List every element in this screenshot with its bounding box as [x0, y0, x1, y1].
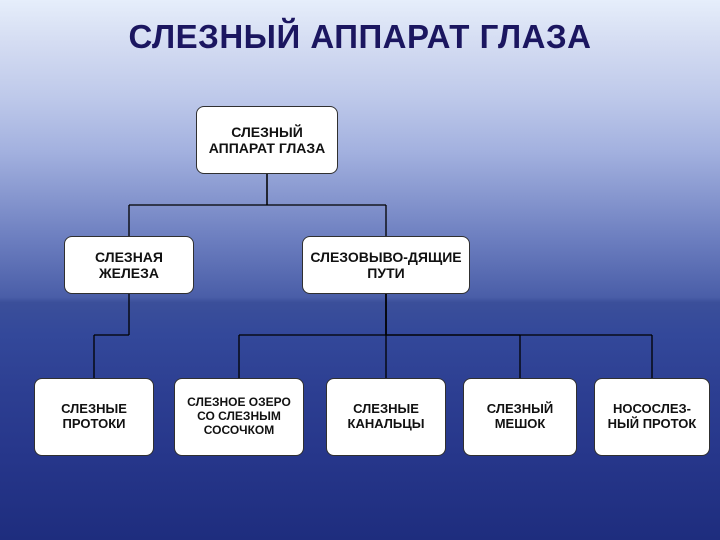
node-canals-label: СЛЕЗНЫЕ КАНАЛЬЦЫ	[331, 402, 441, 432]
node-naso: НОСОСЛЕЗ-НЫЙ ПРОТОК	[594, 378, 710, 456]
stage: СЛЕЗНЫЙ АППАРАТ ГЛАЗА СЛЕЗНЫЙ АППАРАТ ГЛ…	[0, 0, 720, 540]
node-lake-label: СЛЕЗНОЕ ОЗЕРО СО СЛЕЗНЫМ СОСОЧКОМ	[179, 396, 299, 437]
node-canals: СЛЕЗНЫЕ КАНАЛЬЦЫ	[326, 378, 446, 456]
node-ducts-label: СЛЕЗНЫЕ ПРОТОКИ	[39, 402, 149, 432]
node-naso-label: НОСОСЛЕЗ-НЫЙ ПРОТОК	[599, 402, 705, 432]
node-root: СЛЕЗНЫЙ АППАРАТ ГЛАЗА	[196, 106, 338, 174]
node-paths-label: СЛЕЗОВЫВО-ДЯЩИЕ ПУТИ	[307, 249, 465, 281]
page-title: СЛЕЗНЫЙ АППАРАТ ГЛАЗА	[0, 18, 720, 56]
node-gland-label: СЛЕЗНАЯ ЖЕЛЕЗА	[69, 249, 189, 281]
node-gland: СЛЕЗНАЯ ЖЕЛЕЗА	[64, 236, 194, 294]
node-ducts: СЛЕЗНЫЕ ПРОТОКИ	[34, 378, 154, 456]
node-sac: СЛЕЗНЫЙ МЕШОК	[463, 378, 577, 456]
node-root-label: СЛЕЗНЫЙ АППАРАТ ГЛАЗА	[201, 124, 333, 156]
node-paths: СЛЕЗОВЫВО-ДЯЩИЕ ПУТИ	[302, 236, 470, 294]
node-lake: СЛЕЗНОЕ ОЗЕРО СО СЛЕЗНЫМ СОСОЧКОМ	[174, 378, 304, 456]
node-sac-label: СЛЕЗНЫЙ МЕШОК	[468, 402, 572, 432]
